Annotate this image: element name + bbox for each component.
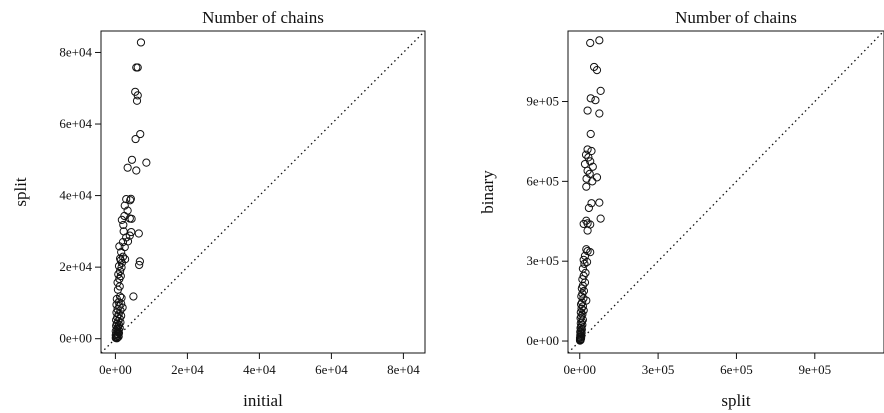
right-y-tick-label: 9e+05	[526, 94, 559, 109]
left-x-axis-label: initial	[243, 391, 283, 410]
right-data-point	[588, 162, 597, 171]
left-plot-frame	[100, 30, 426, 354]
right-y-axis-label: binary	[478, 170, 497, 214]
left-data-point	[132, 166, 141, 175]
right-chart-title: Number of chains	[675, 8, 797, 27]
left-data-point	[112, 334, 121, 343]
left-data-point	[119, 220, 128, 230]
right-y-tick-label: 3e+05	[526, 253, 559, 268]
left-data-point	[117, 248, 126, 257]
right-data-point	[592, 66, 602, 75]
left-data-point	[117, 263, 126, 272]
right-data-point	[586, 157, 595, 166]
left-data-point	[127, 155, 137, 164]
right-data-point	[596, 86, 605, 95]
left-data-point	[136, 38, 146, 47]
left-data-point	[131, 134, 140, 144]
right-data-point	[596, 214, 605, 223]
right-data-point	[580, 259, 589, 268]
right-data-point	[581, 150, 591, 159]
right-data-point	[577, 284, 586, 293]
left-chart-title: Number of chains	[202, 8, 324, 27]
right-x-tick-label: 9e+05	[798, 362, 831, 377]
left-data-point	[142, 158, 151, 167]
right-data-point	[592, 173, 602, 182]
left-data-point	[123, 163, 132, 172]
right-plot-frame	[567, 30, 884, 354]
right-data-point	[595, 36, 604, 45]
right-x-tick-label: 0e+00	[563, 362, 596, 377]
left-data-point	[120, 201, 129, 210]
right-data-point	[595, 109, 604, 118]
left-x-tick-label: 8e+04	[387, 362, 420, 377]
right-data-point	[587, 146, 596, 156]
left-data-point	[115, 242, 124, 251]
right-data-point	[577, 317, 586, 326]
right-data-point	[588, 177, 597, 186]
left-data-point	[132, 96, 142, 105]
left-y-axis-label: split	[11, 177, 30, 207]
right-scatter-panel: Number of chains split binary 0e+00 3e+05…	[478, 8, 884, 410]
left-data-point	[127, 214, 136, 223]
right-data-point	[580, 251, 590, 260]
right-identity-reference-line	[567, 30, 884, 354]
right-data-point	[586, 129, 595, 139]
right-data-point	[577, 304, 586, 313]
right-data-point	[578, 302, 587, 311]
left-data-point	[114, 270, 123, 279]
left-data-point	[134, 229, 143, 238]
right-y-tick-label: 0e+00	[526, 333, 559, 348]
left-data-point	[135, 257, 144, 266]
left-y-tick-label: 2e+04	[59, 259, 92, 274]
right-data-point	[587, 199, 596, 208]
right-data-point	[583, 226, 592, 235]
right-data-point	[582, 257, 592, 267]
left-y-tick-label: 8e+04	[59, 44, 92, 59]
left-data-point	[129, 292, 138, 301]
right-data-point	[584, 203, 593, 213]
left-x-tick-label: 0e+00	[99, 362, 132, 377]
left-data-point	[117, 293, 126, 303]
left-data-point	[122, 195, 131, 204]
right-data-point	[575, 336, 585, 345]
right-x-axis-label: split	[721, 391, 751, 410]
right-data-point	[595, 198, 604, 207]
right-data-point	[583, 106, 592, 115]
left-scatter-panel: Number of chains initial split 0e+00 2e+0…	[11, 8, 426, 410]
left-data-point	[136, 129, 145, 139]
left-y-tick-label: 0e+00	[59, 331, 92, 346]
right-data-point	[586, 38, 595, 48]
left-data-point	[133, 91, 142, 100]
left-data-point	[120, 242, 129, 252]
left-data-point	[116, 306, 125, 315]
left-data-point	[126, 196, 135, 205]
right-data-point	[586, 94, 595, 103]
right-y-tick-label: 6e+05	[526, 173, 559, 188]
left-data-point	[118, 303, 127, 312]
right-data-point	[584, 153, 593, 162]
right-data-point	[583, 145, 592, 154]
right-data-point	[582, 182, 591, 191]
right-data-point	[579, 219, 588, 229]
right-data-point	[591, 96, 600, 105]
left-y-tick-label: 6e+04	[59, 116, 92, 131]
left-data-point	[135, 260, 144, 270]
left-identity-reference-line	[100, 30, 426, 354]
right-x-tick-label: 3e+05	[642, 362, 675, 377]
right-data-point	[577, 292, 586, 301]
left-x-tick-label: 6e+04	[315, 362, 348, 377]
left-x-tick-label: 2e+04	[171, 362, 204, 377]
left-data-point	[117, 215, 126, 225]
right-x-tick-label: 6e+05	[720, 362, 753, 377]
right-data-point	[578, 298, 587, 307]
left-y-tick-label: 4e+04	[59, 188, 92, 203]
left-data-point	[132, 63, 141, 72]
right-data-point	[576, 308, 585, 317]
left-x-tick-label: 4e+04	[243, 362, 276, 377]
